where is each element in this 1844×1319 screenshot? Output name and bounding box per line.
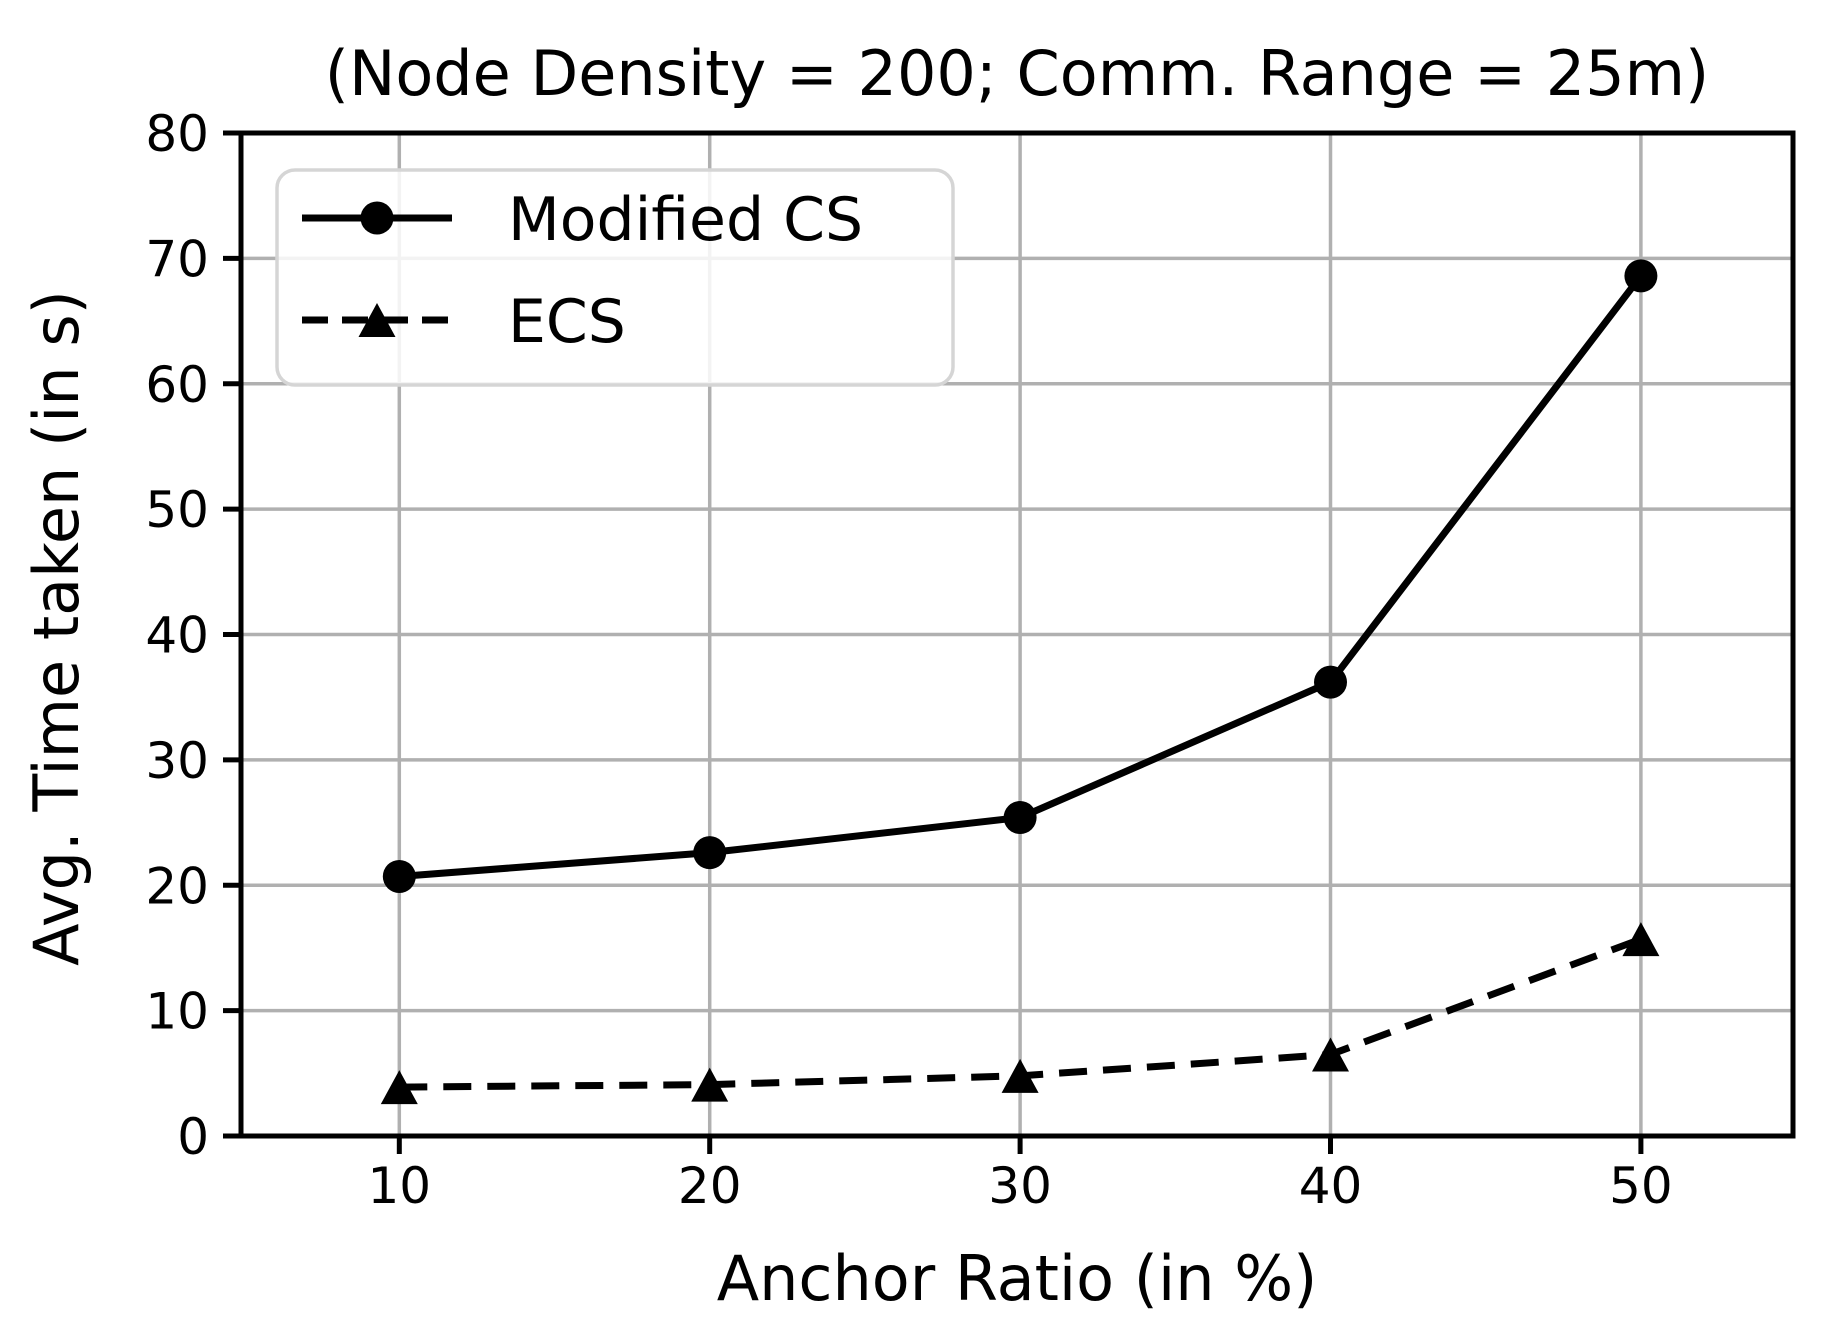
- x-ticks: [396, 1136, 1644, 1154]
- x-tick-labels: 10 20 30 40 50: [367, 1157, 1672, 1215]
- legend-sample-modified-cs: [302, 201, 452, 235]
- x-tick-label: 50: [1609, 1157, 1673, 1215]
- y-tick-labels: 0 10 20 30 40 50 60 70 80: [145, 105, 209, 1166]
- y-axis-label: Avg. Time taken (in s): [20, 290, 93, 966]
- y-tick-label: 80: [145, 105, 209, 163]
- series-plot: [380, 259, 1660, 1105]
- legend-entry-ecs: ECS: [302, 287, 626, 357]
- y-tick-label: 40: [145, 607, 209, 665]
- y-ticks: [223, 130, 241, 1139]
- chart-title: (Node Density = 200; Comm. Range = 25m): [325, 37, 1710, 110]
- x-tick-label: 40: [1299, 1157, 1363, 1215]
- legend-sample-marker: [360, 201, 394, 235]
- data-point-ecs: [1622, 922, 1660, 957]
- x-tick-label: 10: [367, 1157, 431, 1215]
- legend-entry-modified-cs: Modified CS: [302, 185, 863, 255]
- data-point-ecs: [691, 1067, 729, 1102]
- x-axis-label: Anchor Ratio (in %): [717, 1242, 1318, 1315]
- x-tick-label: 20: [678, 1157, 742, 1215]
- y-tick-label: 20: [145, 857, 209, 915]
- data-point-ecs: [1001, 1058, 1039, 1093]
- y-tick-label: 70: [145, 230, 209, 288]
- data-point-modified-cs: [1314, 665, 1348, 699]
- data-point-modified-cs: [693, 836, 727, 870]
- data-point-modified-cs: [1003, 801, 1037, 835]
- legend-label-modified-cs: Modified CS: [508, 185, 863, 255]
- legend-box: [275, 168, 955, 387]
- data-point-ecs: [1312, 1037, 1350, 1072]
- data-point-ecs: [380, 1070, 418, 1105]
- y-tick-label: 0: [177, 1108, 209, 1166]
- y-tick-label: 30: [145, 732, 209, 790]
- legend-sample-marker: [358, 303, 396, 337]
- legend-sample-ecs: [302, 303, 452, 337]
- legend-label-ecs: ECS: [508, 287, 626, 357]
- y-tick-label: 10: [145, 983, 209, 1041]
- x-tick-label: 30: [988, 1157, 1052, 1215]
- y-tick-label: 50: [145, 481, 209, 539]
- data-point-modified-cs: [1624, 259, 1658, 293]
- y-tick-label: 60: [145, 356, 209, 414]
- legend: Modified CS ECS: [275, 168, 955, 387]
- data-point-modified-cs: [382, 859, 416, 893]
